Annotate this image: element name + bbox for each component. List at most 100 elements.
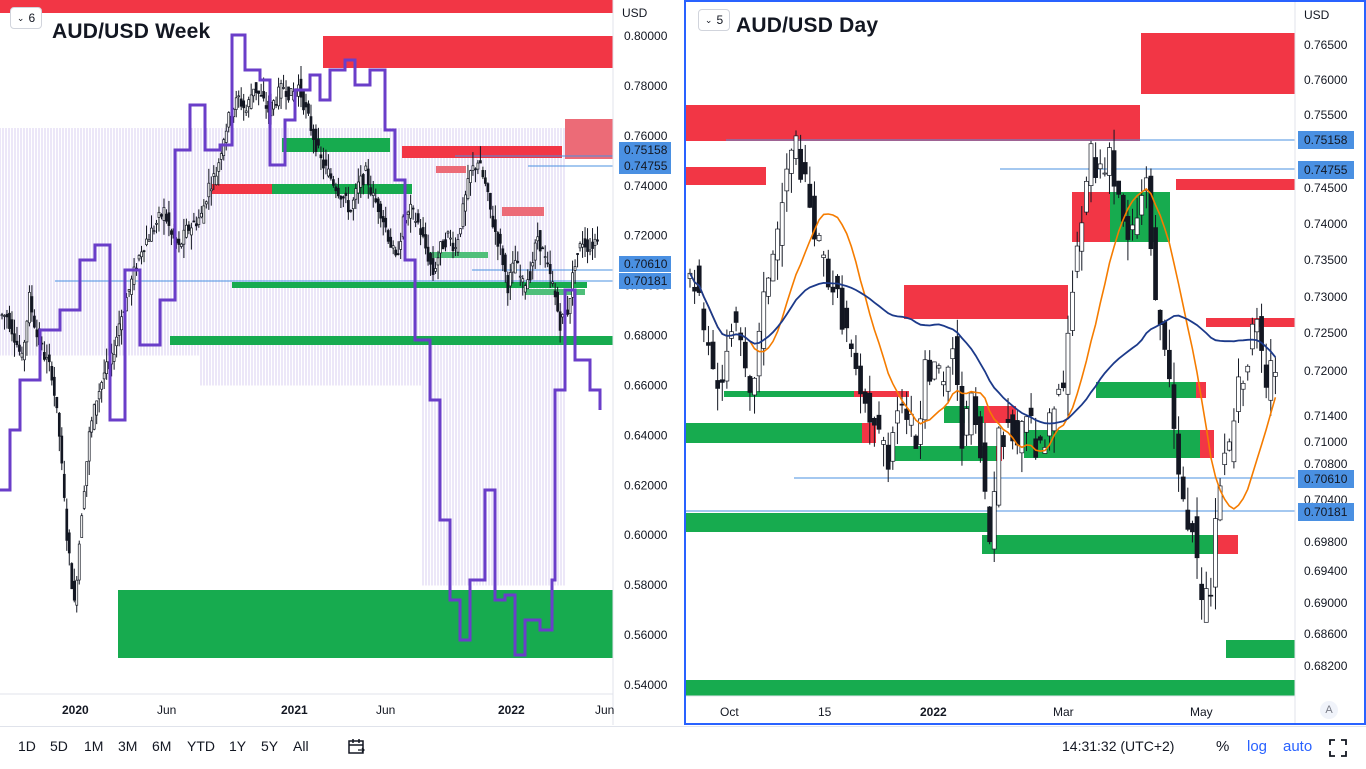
candle-body — [1028, 407, 1034, 417]
candle-body — [551, 281, 555, 284]
range-5y[interactable]: 5Y — [261, 738, 279, 754]
candle-body — [332, 179, 335, 186]
range-1y[interactable]: 1Y — [229, 738, 247, 754]
range-all[interactable]: All — [293, 738, 309, 754]
candle-body — [142, 250, 146, 253]
layout-badge-number: 6 — [28, 11, 36, 25]
candle-body — [1240, 383, 1246, 390]
daily-chart-pane[interactable]: USD 0.76500 0.76000 0.75500 0.74500 0.74000 0.… — [684, 0, 1366, 725]
price-tick: 0.60000 — [624, 528, 668, 542]
candle-body — [876, 414, 882, 430]
candle-body — [733, 311, 739, 323]
candle-body — [381, 216, 385, 223]
price-tick: 0.64000 — [624, 428, 668, 442]
weekly-chart-canvas[interactable]: USD 0.80000 0.78000 0.76000 0.74000 0.72000 0.… — [0, 0, 683, 725]
price-tick: 0.58000 — [624, 578, 668, 592]
candle-body — [62, 473, 66, 498]
demand-zone — [170, 336, 613, 345]
candle-body — [466, 178, 470, 199]
candle-body — [274, 104, 278, 106]
candle-body — [766, 277, 771, 297]
price-tag-label: 0.70610 — [624, 257, 668, 271]
candle-body — [464, 194, 467, 212]
candle-body — [1084, 181, 1089, 213]
price-tag-label: 0.70610 — [1304, 472, 1348, 486]
supply-zone — [402, 146, 562, 158]
candle-body — [424, 234, 427, 249]
candle-body — [127, 289, 131, 292]
candle-body — [1185, 509, 1191, 530]
candle-body — [170, 230, 173, 235]
calendar-range-icon[interactable] — [348, 739, 366, 755]
candle-body — [516, 260, 520, 263]
candle-body — [13, 333, 16, 343]
supply-zone — [1196, 382, 1206, 398]
candle-body — [95, 400, 99, 416]
candle-body — [1143, 177, 1149, 192]
auto-scale-button[interactable]: A — [1320, 701, 1338, 719]
candle-body — [342, 196, 345, 199]
candle-body — [1217, 485, 1223, 521]
candle-body — [187, 224, 191, 231]
demand-zone — [686, 513, 994, 532]
fullscreen-icon[interactable] — [1329, 739, 1347, 757]
candle-body — [202, 205, 206, 224]
candle-body — [441, 240, 445, 250]
clock-readout[interactable]: 14:31:32 (UTC+2) — [1062, 738, 1175, 754]
candle-body — [409, 203, 412, 219]
weekly-chart-pane[interactable]: USD 0.80000 0.78000 0.76000 0.74000 0.72000 0.… — [0, 0, 683, 725]
candle-body — [706, 342, 711, 346]
layout-badge-right[interactable]: ⌄ 5 — [698, 9, 730, 31]
candle-body — [374, 198, 378, 203]
candle-body — [1236, 376, 1241, 412]
candle-body — [252, 88, 256, 97]
candle-body — [1134, 217, 1140, 235]
daily-chart-canvas[interactable]: USD 0.76500 0.76000 0.75500 0.74500 0.74000 0.… — [686, 2, 1366, 725]
candle-body — [72, 580, 76, 601]
candle-body — [531, 262, 535, 267]
candle-body — [195, 223, 198, 227]
percent-toggle[interactable]: % — [1216, 738, 1230, 755]
price-tick: 0.71400 — [1304, 409, 1348, 423]
demand-zone — [1096, 382, 1196, 398]
candle-body — [262, 91, 265, 99]
candle-body — [351, 199, 355, 210]
candle-body — [461, 203, 465, 227]
candle-body — [927, 359, 933, 382]
log-toggle[interactable]: log — [1247, 738, 1268, 755]
candle-body — [10, 319, 14, 335]
candle-body — [1056, 388, 1062, 395]
candle-body — [132, 266, 136, 285]
candle-body — [254, 82, 258, 94]
range-3m[interactable]: 3M — [118, 738, 138, 754]
candle-body — [162, 207, 166, 221]
range-ytd[interactable]: YTD — [187, 738, 215, 754]
candle-body — [978, 416, 983, 459]
candle-body — [209, 188, 213, 192]
price-tag-label: 0.75158 — [1304, 133, 1348, 147]
range-5d[interactable]: 5D — [50, 738, 68, 754]
price-tag — [619, 142, 671, 158]
candle-body — [60, 435, 64, 464]
candle-body — [344, 192, 348, 196]
supply-zone — [1141, 33, 1295, 94]
candle-body — [1074, 245, 1080, 272]
candle-body — [155, 222, 158, 225]
candle-body — [75, 579, 79, 606]
auto-toggle[interactable]: auto — [1283, 738, 1313, 755]
supply-zone — [1206, 318, 1295, 327]
candle-body — [364, 165, 368, 171]
range-1m[interactable]: 1M — [84, 738, 104, 754]
range-6m[interactable]: 6M — [152, 738, 172, 754]
candle-body — [327, 168, 330, 177]
candle-body — [1199, 583, 1204, 601]
supply-zone — [502, 207, 544, 216]
range-1d[interactable]: 1D — [18, 738, 36, 754]
candle-body — [50, 365, 54, 381]
candle-body — [237, 95, 241, 98]
candle-body — [177, 238, 181, 245]
candle-body — [137, 255, 141, 260]
candle-body — [1102, 172, 1108, 175]
candle-body — [538, 230, 542, 252]
layout-badge-left[interactable]: ⌄ 6 — [10, 7, 42, 29]
